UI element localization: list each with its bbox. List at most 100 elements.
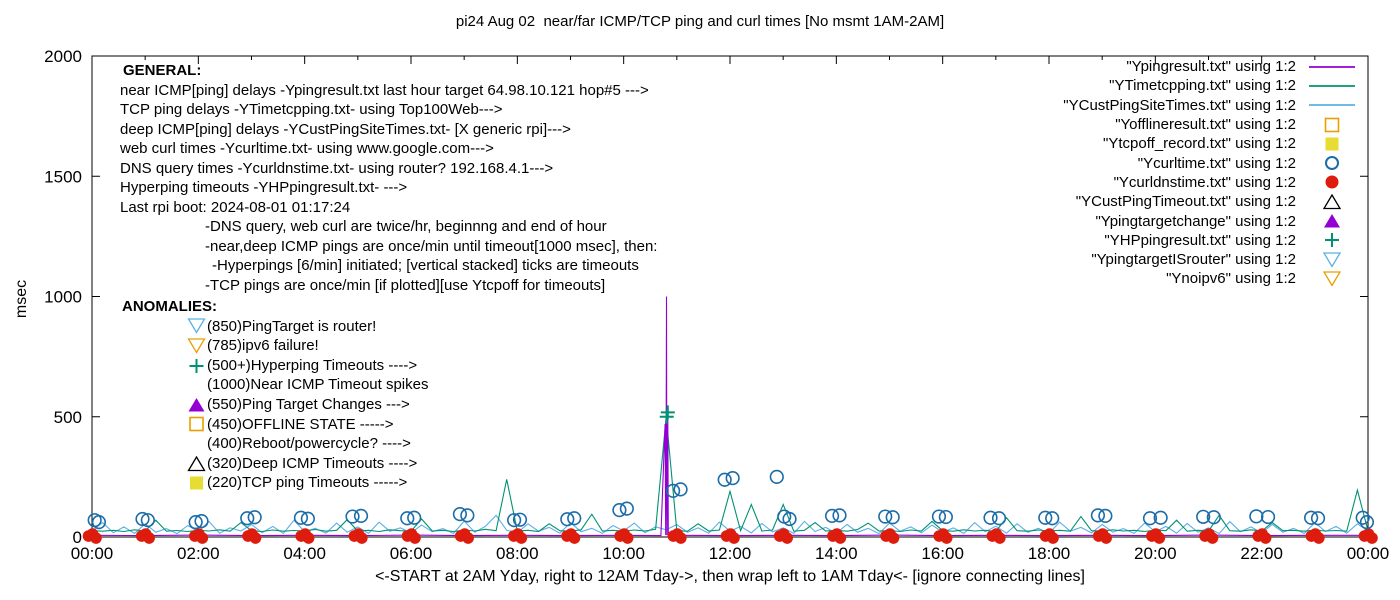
curl-circle xyxy=(832,508,847,523)
circle-filled-icon xyxy=(1325,175,1339,189)
x-tick-label: 06:00 xyxy=(390,544,433,563)
curl-circle xyxy=(560,512,575,527)
dns-dot xyxy=(834,532,847,544)
x-tick-label: 10:00 xyxy=(602,544,645,563)
curl-circle xyxy=(991,511,1007,526)
legend-sample xyxy=(1308,232,1356,248)
general-info-block: GENERAL: near ICMP[ping] delays -Ypingre… xyxy=(120,61,657,295)
legend-entry: "Ycurltime.txt" using 1:2 xyxy=(1063,153,1356,172)
dns-dot xyxy=(994,532,1006,544)
x-tick-label: 08:00 xyxy=(496,544,539,563)
dns-dot xyxy=(1047,532,1059,544)
legend-label: "YCustPingTimeout.txt" using 1:2 xyxy=(1075,193,1296,211)
x-tick-label: 22:00 xyxy=(1240,544,1283,563)
anomaly-item: (450)OFFLINE STATE -----> xyxy=(122,415,428,435)
legend-label: "Ytcpoff_record.txt" using 1:2 xyxy=(1103,135,1296,153)
general-line: Last rpi boot: 2024-08-01 01:17:24 xyxy=(120,198,351,216)
curl-circle xyxy=(353,508,369,523)
legend-label: "YHPpingresult.txt" using 1:2 xyxy=(1104,231,1296,249)
y-tick-label: 1500 xyxy=(44,167,82,186)
legend-entry: "Ypingtargetchange" using 1:2 xyxy=(1063,211,1356,230)
curl-circle xyxy=(717,472,732,487)
legend-entry: "Ynoipv6" using 1:2 xyxy=(1063,269,1356,288)
general-line: -near,deep ICMP pings are once/min until… xyxy=(205,237,658,255)
curl-circle xyxy=(247,510,262,525)
triangle-down-open-icon xyxy=(187,318,206,335)
dns-dot xyxy=(781,532,793,544)
legend-sample xyxy=(1308,136,1356,152)
square-open-icon xyxy=(189,417,204,432)
anomaly-marker xyxy=(186,397,207,413)
general-heading: GENERAL: xyxy=(123,62,202,79)
curl-circle xyxy=(1249,509,1264,524)
dns-dot xyxy=(409,532,421,544)
legend-label: "Ynoipv6" using 1:2 xyxy=(1166,270,1296,288)
dns-dot xyxy=(1313,532,1325,544)
dns-dot xyxy=(1153,532,1166,544)
square-open-icon xyxy=(1324,117,1340,132)
y-tick-label: 0 xyxy=(73,528,82,547)
legend-sample xyxy=(1308,193,1356,210)
dns-dot xyxy=(356,532,368,544)
legend-sample xyxy=(1308,251,1356,268)
anomaly-item: (550)Ping Target Changes ---> xyxy=(122,395,428,415)
curl-circle xyxy=(782,511,797,527)
x-tick-label: 02:00 xyxy=(177,544,220,563)
dns-dot xyxy=(940,532,953,544)
y-tick-label: 500 xyxy=(54,408,82,427)
curl-circle xyxy=(612,502,627,518)
anomaly-text: (850)PingTarget is router! xyxy=(207,317,377,335)
general-line: -DNS query, web curl are twice/hr, begin… xyxy=(205,218,607,235)
curl-circle xyxy=(91,514,107,530)
curl-circle xyxy=(1355,510,1370,525)
anomaly-text: (1000)Near ICMP Timeout spikes xyxy=(207,376,429,394)
curl-circle xyxy=(1206,510,1221,525)
x-tick-label: 04:00 xyxy=(283,544,326,563)
dns-dot xyxy=(621,532,634,544)
curl-circle xyxy=(460,508,475,523)
anomaly-item: (500+)Hyperping Timeouts ----> xyxy=(122,356,428,376)
curl-circle xyxy=(885,510,900,525)
anomaly-text: (500+)Hyperping Timeouts ----> xyxy=(207,356,418,374)
curl-circle xyxy=(512,512,528,527)
legend-entry: "YTimetcpping.txt" using 1:2 xyxy=(1063,76,1356,95)
dns-dot xyxy=(1366,532,1378,544)
curl-circle xyxy=(452,507,468,522)
anomaly-marker xyxy=(186,358,207,374)
x-tick-label: 00:00 xyxy=(1347,544,1390,563)
curl-circle xyxy=(1090,508,1106,523)
legend-label: "Ycurltime.txt" using 1:2 xyxy=(1137,154,1296,172)
general-line: DNS query times -Ycurldnstime.txt- using… xyxy=(120,159,554,177)
curl-circle xyxy=(1098,508,1113,523)
circle-open-icon xyxy=(1325,156,1339,171)
hyperping-plus xyxy=(660,405,675,420)
legend-entry: "YCustPingTimeout.txt" using 1:2 xyxy=(1063,192,1356,211)
legend-label: "Ypingtargetchange" using 1:2 xyxy=(1095,212,1296,230)
curl-circle xyxy=(140,513,155,528)
dns-dot xyxy=(1259,532,1272,544)
triangle-up-open-icon xyxy=(187,455,206,471)
curl-circle xyxy=(1359,514,1375,530)
anomaly-marker xyxy=(186,455,207,472)
anomaly-text: (220)TCP ping Timeouts -----> xyxy=(207,474,408,492)
curl-circle xyxy=(1260,509,1276,525)
dns-dot xyxy=(675,532,687,544)
curl-circle xyxy=(1196,509,1211,524)
dns-dot xyxy=(1100,532,1112,544)
curl-circle xyxy=(407,510,422,525)
curl-circle xyxy=(666,483,681,498)
curl-circle xyxy=(1142,511,1158,526)
general-line: -TCP pings are once/min [if plotted][use… xyxy=(205,276,606,294)
x-tick-label: 14:00 xyxy=(815,544,858,563)
curl-circle xyxy=(725,470,740,486)
plus-icon xyxy=(189,358,204,373)
anomaly-text: (550)Ping Target Changes ---> xyxy=(207,395,410,413)
triangle-down-open-icon xyxy=(187,338,206,354)
legend-label: "Ypingresult.txt" using 1:2 xyxy=(1126,58,1296,76)
curl-circle xyxy=(931,509,947,524)
anomaly-item: (320)Deep ICMP Timeouts ----> xyxy=(122,454,428,474)
legend-entry: "YHPpingresult.txt" using 1:2 xyxy=(1063,231,1356,250)
legend-sample xyxy=(1308,78,1356,94)
triangle-up-open-icon xyxy=(1322,193,1342,209)
